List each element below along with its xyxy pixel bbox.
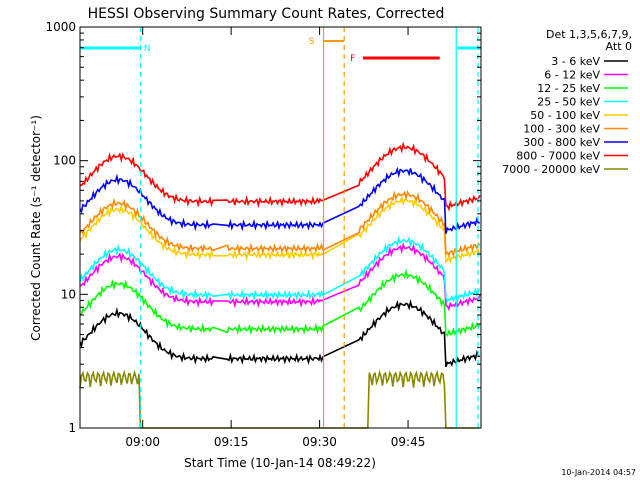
legend-label-5: 100 - 300 keV [523,123,600,136]
footer-timestamp: 10-Jan-2014 04:57 [561,468,636,477]
legend-label-7: 800 - 7000 keV [516,150,600,163]
x-tick-label-2: 09:30 [302,435,337,449]
series-line-3 [79,235,481,304]
legend-header-line-2: Att 0 [606,40,632,53]
y-axis-label: Corrected Count Rate (s⁻¹ detector⁻¹) [29,115,43,341]
chart-title: HESSI Observing Summary Count Rates, Cor… [88,6,445,22]
series-line-4 [79,194,481,265]
y-tick-label-2: 100 [53,154,76,168]
series-line-5 [79,190,481,258]
series-line-6 [79,166,480,234]
legend-label-3: 25 - 50 keV [537,96,600,109]
flag-label-s: S [309,37,315,47]
y-tick-label-0: 1 [68,421,76,435]
legend-label-8: 7000 - 20000 keV [502,163,600,176]
series-line-7 [79,141,481,212]
legend-header-line-1: Det 1,3,5,6,7,9, [546,28,632,41]
series-line-2 [79,268,481,337]
legend-label-2: 12 - 25 keV [537,82,600,95]
y-tick-label-3: 1000 [45,20,76,34]
legend-label-0: 3 - 6 keV [551,55,600,68]
y-tick-label-1: 10 [61,287,76,301]
legend-label-1: 6 - 12 keV [544,69,600,82]
plot-area: N S F 09:00 09:15 09:30 09:45 1 10 100 1000 [45,20,482,449]
x-tick-label-0: 09:00 [125,435,160,449]
flag-label-f: F [350,54,355,64]
series-line-0 [79,299,480,368]
x-axis-label: Start Time (10-Jan-14 08:49:22) [184,456,376,470]
plot-frame [79,26,482,429]
segment-flags: N S F [80,37,481,64]
x-tick-label-1: 09:15 [214,435,249,449]
legend-label-4: 50 - 100 keV [530,109,600,122]
legend-label-6: 300 - 800 keV [523,136,600,149]
flag-label-n: N [144,44,151,54]
x-tick-label-3: 09:45 [391,435,426,449]
series-line-1 [79,242,481,312]
